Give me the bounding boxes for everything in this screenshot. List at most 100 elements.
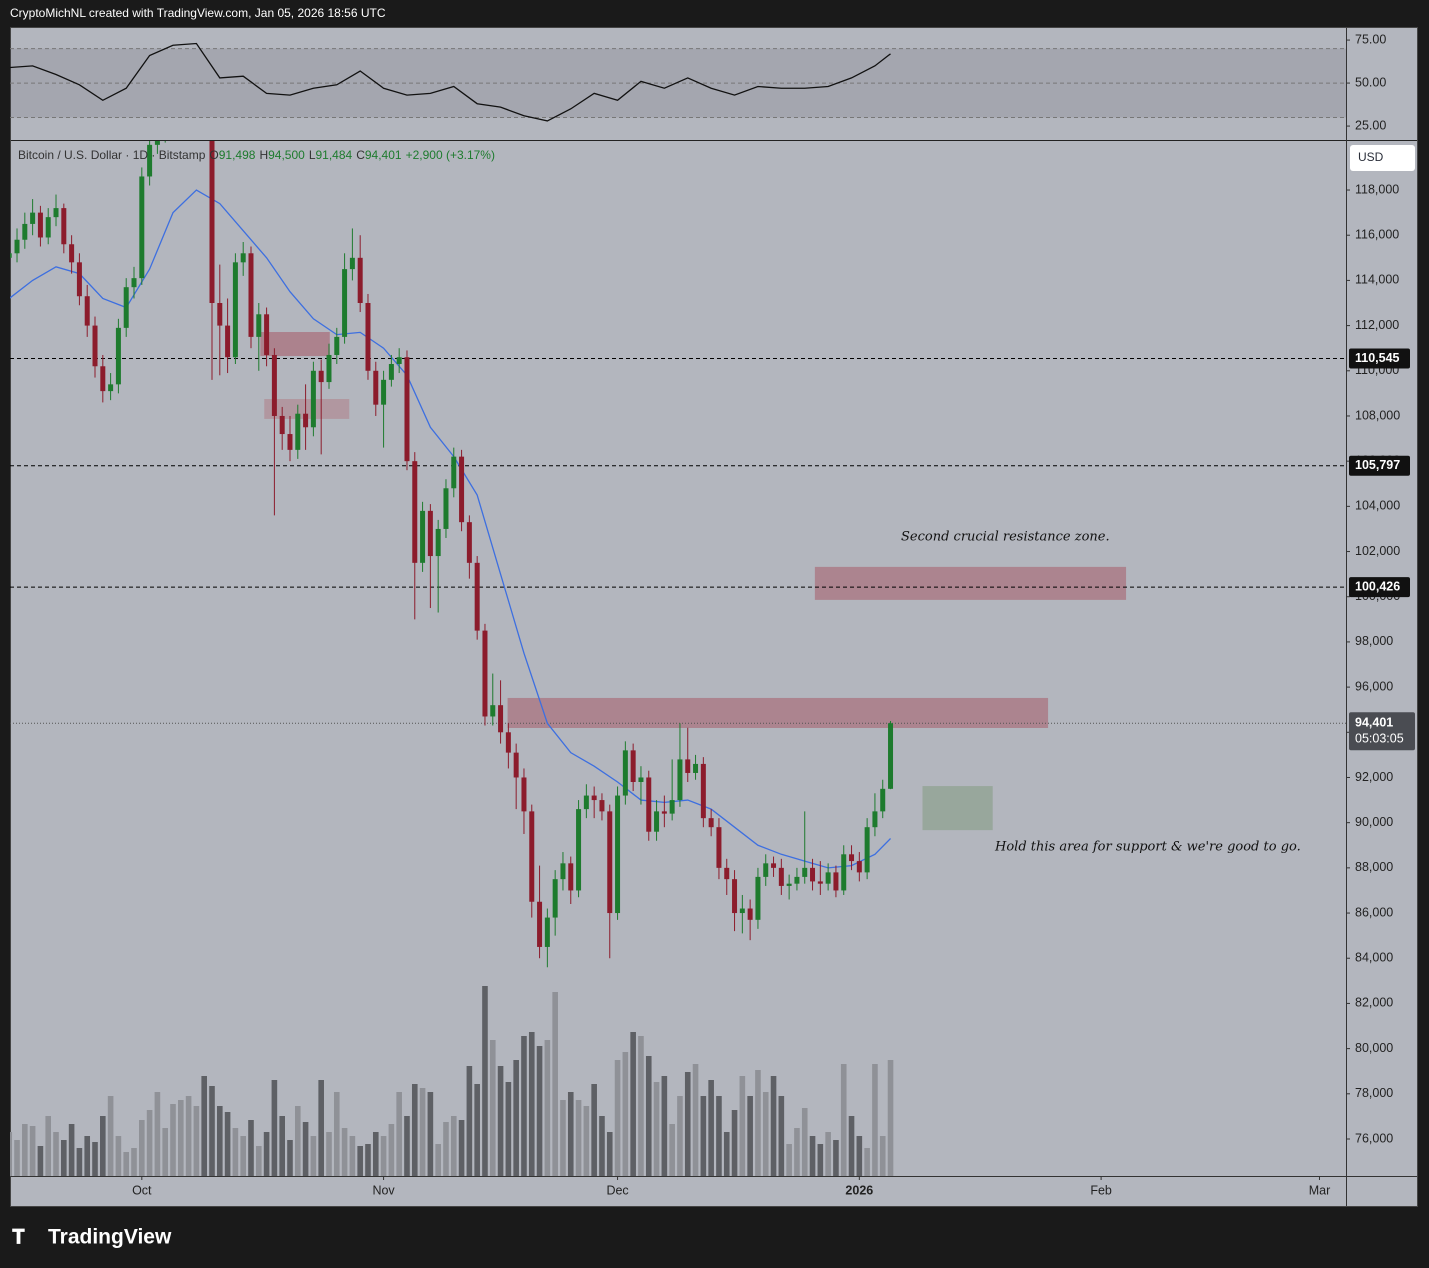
volume-bar xyxy=(279,1116,285,1176)
currency-button[interactable] xyxy=(1350,145,1415,171)
candle-body xyxy=(69,244,75,263)
volume-bar xyxy=(10,1132,13,1176)
volume-bar xyxy=(146,1110,153,1176)
legend-item: 91,484 xyxy=(316,148,353,162)
candle-body xyxy=(817,881,823,884)
candle-body xyxy=(669,800,675,814)
frame xyxy=(10,27,1418,1207)
header: CryptoMichNL created with TradingView.co… xyxy=(10,6,386,20)
zone xyxy=(507,697,1049,729)
x-tick-label: Oct xyxy=(132,1183,152,1197)
volume-bar xyxy=(575,1100,582,1176)
candle-body xyxy=(474,562,480,631)
volume-bar xyxy=(170,1104,176,1176)
volume-bar xyxy=(770,1076,777,1176)
candle-body xyxy=(232,262,238,358)
volume-bar xyxy=(450,1116,457,1176)
volume-bar xyxy=(762,1092,769,1176)
candle-body xyxy=(856,861,862,873)
y-tick-label: 114,000 xyxy=(1355,273,1399,287)
currency[interactable]: USD xyxy=(1358,150,1384,164)
candle-body xyxy=(802,867,808,877)
candle-body xyxy=(45,217,51,238)
candle-body xyxy=(646,777,652,832)
rsi-tick-label: 50.00 xyxy=(1355,75,1386,89)
volume-bar xyxy=(123,1152,130,1176)
volume-bar xyxy=(29,1126,36,1176)
level-badge xyxy=(1349,455,1410,476)
candle-body xyxy=(310,370,316,428)
candle-body xyxy=(778,867,784,886)
volume-bar xyxy=(778,1096,785,1176)
candle-body xyxy=(381,379,387,405)
volume-bar xyxy=(786,1144,792,1176)
candle-body xyxy=(685,759,691,773)
candle-body xyxy=(622,750,628,796)
candle-body xyxy=(708,818,714,828)
volume-bar xyxy=(528,1032,535,1176)
volume-bar xyxy=(100,1116,106,1176)
volume-bar xyxy=(630,1032,636,1176)
candle-body xyxy=(115,327,121,385)
volume-bar xyxy=(255,1146,262,1176)
volume-bar xyxy=(318,1080,324,1176)
candle-body xyxy=(420,510,426,563)
volume-bar xyxy=(131,1148,137,1176)
candle-body xyxy=(755,876,761,920)
volume-bar xyxy=(53,1132,59,1176)
candle-body xyxy=(30,212,36,224)
candle-body xyxy=(630,750,636,783)
volume-bar xyxy=(599,1116,605,1176)
candle-body xyxy=(482,630,488,717)
volume-bar xyxy=(302,1122,309,1176)
candle-body xyxy=(287,434,293,450)
candle-body xyxy=(794,876,800,884)
volume-bar xyxy=(388,1124,395,1176)
rsi-tick-label: 75.00 xyxy=(1355,32,1386,46)
candle-body xyxy=(833,872,839,891)
volume-bar xyxy=(692,1064,699,1176)
candle-body xyxy=(599,800,605,812)
volume-bar xyxy=(349,1136,356,1176)
volume-bar xyxy=(115,1136,122,1176)
volume-bar xyxy=(536,1046,543,1176)
candle-body xyxy=(576,809,582,891)
volume-bar xyxy=(365,1144,371,1176)
volume-bar xyxy=(76,1148,83,1176)
candle-body xyxy=(490,705,496,717)
volume-bar xyxy=(489,1040,496,1176)
y-tick-label: 102,000 xyxy=(1355,544,1400,558)
candle-body xyxy=(334,336,340,355)
candle-body xyxy=(147,144,153,177)
candle-body xyxy=(771,863,777,868)
zone xyxy=(922,786,993,831)
volume-bar xyxy=(817,1144,824,1176)
volume-bar xyxy=(848,1116,855,1176)
candle-body xyxy=(677,759,683,801)
candle-body xyxy=(271,354,277,416)
volume-bar xyxy=(396,1092,402,1176)
countdown: 05:03:05 xyxy=(1355,732,1404,746)
candle-body xyxy=(84,296,90,326)
candle-body xyxy=(560,863,566,880)
volume-bar xyxy=(567,1092,574,1176)
volume-bar xyxy=(263,1132,270,1176)
chart-area xyxy=(10,27,1418,1207)
volume-bar xyxy=(411,1084,418,1176)
candle-body xyxy=(880,788,886,812)
candle-body xyxy=(607,811,613,914)
candle-body xyxy=(591,795,597,801)
volume-bar xyxy=(716,1096,722,1176)
candle-body xyxy=(412,461,418,563)
y-tick-label: 108,000 xyxy=(1355,408,1400,422)
candle-body xyxy=(810,867,816,882)
y-tick-label: 96,000 xyxy=(1355,679,1393,693)
volume-bar xyxy=(833,1140,839,1176)
volume-bar xyxy=(162,1128,169,1176)
annotation: Hold this area for support & we're good … xyxy=(994,840,1301,855)
rsi-tick-label: 25.00 xyxy=(1355,118,1386,132)
candle-body xyxy=(693,763,699,773)
volume-bar xyxy=(341,1128,348,1176)
volume-bar xyxy=(240,1136,246,1176)
